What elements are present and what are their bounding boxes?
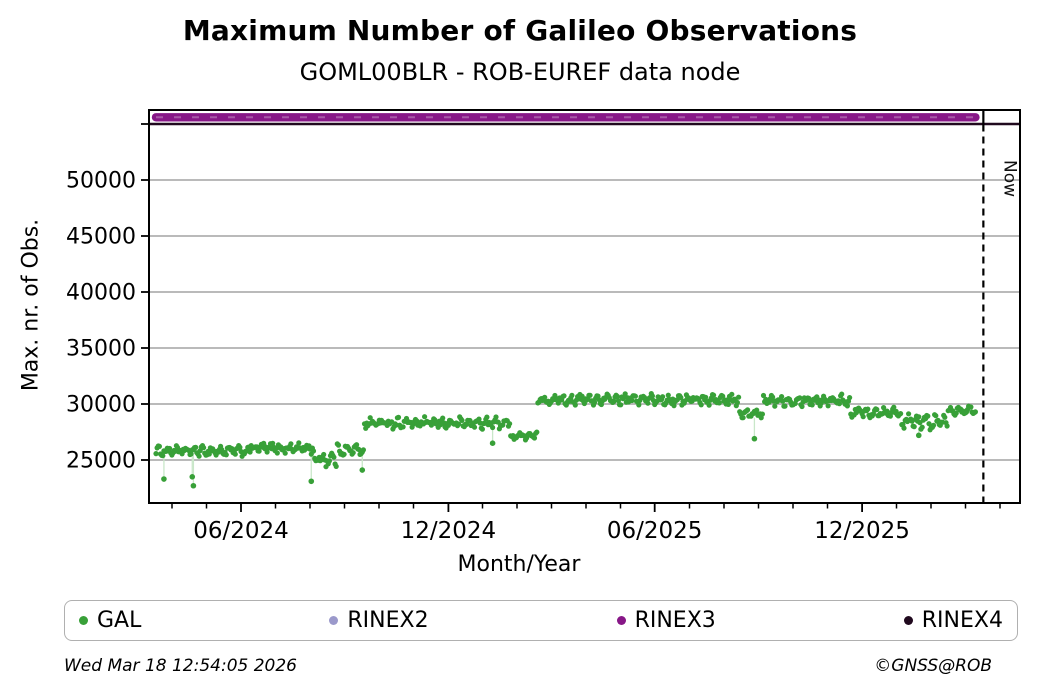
- y-axis-label: Max. nr. of Obs.: [18, 218, 44, 392]
- legend-item-rinex4: RINEX4: [903, 608, 1003, 633]
- copyright-credit: ©GNSS@ROB: [874, 656, 992, 676]
- legend-item-gal: GAL: [79, 608, 141, 633]
- x-axis-label: Month/Year: [457, 552, 581, 577]
- legend-item-rinex2: RINEX2: [329, 608, 429, 633]
- y-tick-label: 45000: [66, 225, 136, 250]
- now-label: Now: [999, 160, 1019, 197]
- plot-border: [148, 109, 1021, 504]
- legend-label-gal: GAL: [97, 608, 142, 633]
- rinex4-marker-icon: [903, 616, 913, 625]
- plot-timestamp: Wed Mar 18 12:54:05 2026: [64, 656, 297, 676]
- x-tick-label: 06/2025: [607, 518, 703, 544]
- gal-scatter-points: [153, 391, 979, 489]
- y-tick-label: 25000: [66, 449, 136, 474]
- x-tick-label: 12/2025: [814, 518, 910, 544]
- x-axis-ticks: 06/2024 12/2024 06/2025 12/2025: [171, 503, 1001, 544]
- legend-label-rinex4: RINEX4: [921, 608, 1003, 633]
- rinex3-marker-icon: [616, 616, 626, 625]
- y-axis-ticks: 25000 30000 35000 40000 45000 50000: [66, 123, 149, 474]
- legend-label-rinex3: RINEX3: [634, 608, 716, 633]
- legend-label-rinex2: RINEX2: [347, 608, 429, 633]
- y-tick-label: 30000: [66, 393, 136, 418]
- chart-subtitle: GOML00BLR - ROB-EUREF data node: [299, 58, 741, 86]
- rinex2-marker-icon: [329, 616, 339, 625]
- y-tick-label: 35000: [66, 337, 136, 362]
- gal-marker-icon: [79, 616, 88, 625]
- y-gridlines: [149, 179, 1020, 461]
- now-line: Now: [982, 110, 1019, 503]
- legend: GAL RINEX2 RINEX3 RINEX4: [64, 600, 1018, 641]
- y-tick-label: 40000: [66, 281, 136, 306]
- x-tick-label: 06/2024: [193, 518, 289, 544]
- legend-item-rinex3: RINEX3: [616, 608, 716, 633]
- chart-title: Maximum Number of Galileo Observations: [182, 14, 858, 47]
- y-tick-label: 50000: [66, 169, 136, 194]
- x-tick-label: 12/2024: [401, 518, 497, 544]
